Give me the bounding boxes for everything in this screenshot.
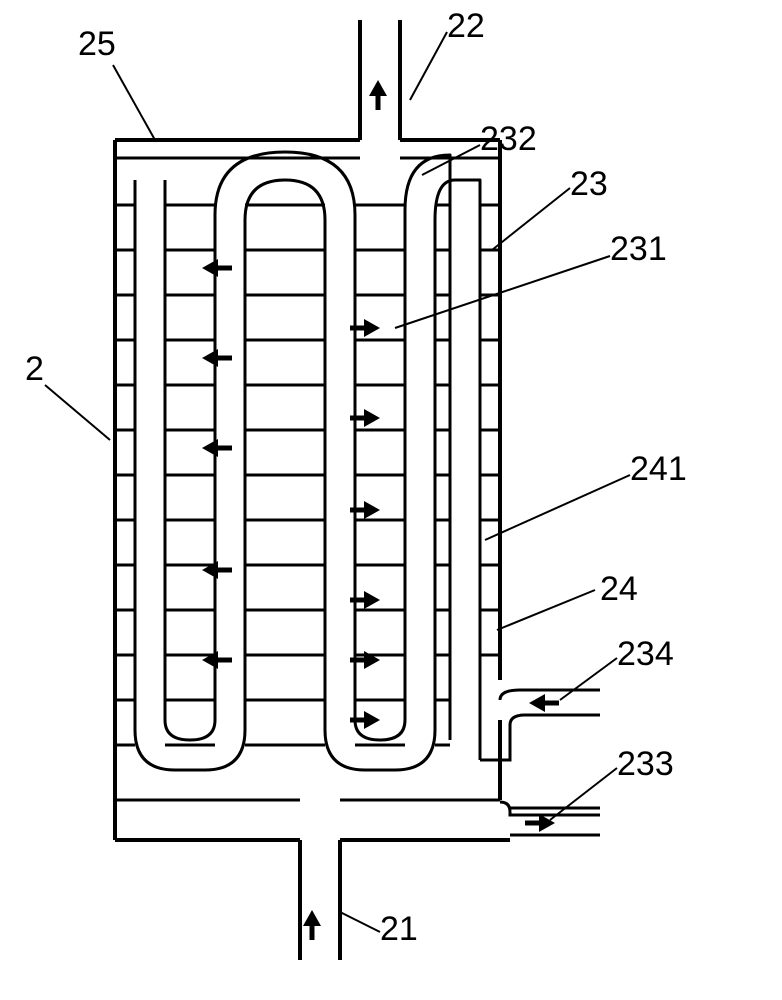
label-k: 21	[380, 910, 418, 948]
right-ports	[115, 690, 600, 840]
fins	[115, 205, 500, 745]
label-c: 232	[480, 120, 537, 158]
header-plates	[115, 158, 500, 800]
label-i: 234	[617, 635, 674, 673]
label-f: 2	[25, 350, 44, 388]
flow-arrows	[202, 80, 559, 940]
label-h: 24	[600, 570, 638, 608]
label-d: 23	[570, 165, 608, 203]
label-e: 231	[610, 230, 667, 268]
label-b: 22	[447, 7, 485, 45]
inner-coil	[135, 150, 500, 770]
label-a: 25	[78, 25, 116, 63]
label-j: 233	[617, 745, 674, 783]
label-g: 241	[630, 450, 687, 488]
heat-exchanger-diagram: 25 22 232 23231 2 241 24 234 233 21	[0, 0, 782, 1000]
